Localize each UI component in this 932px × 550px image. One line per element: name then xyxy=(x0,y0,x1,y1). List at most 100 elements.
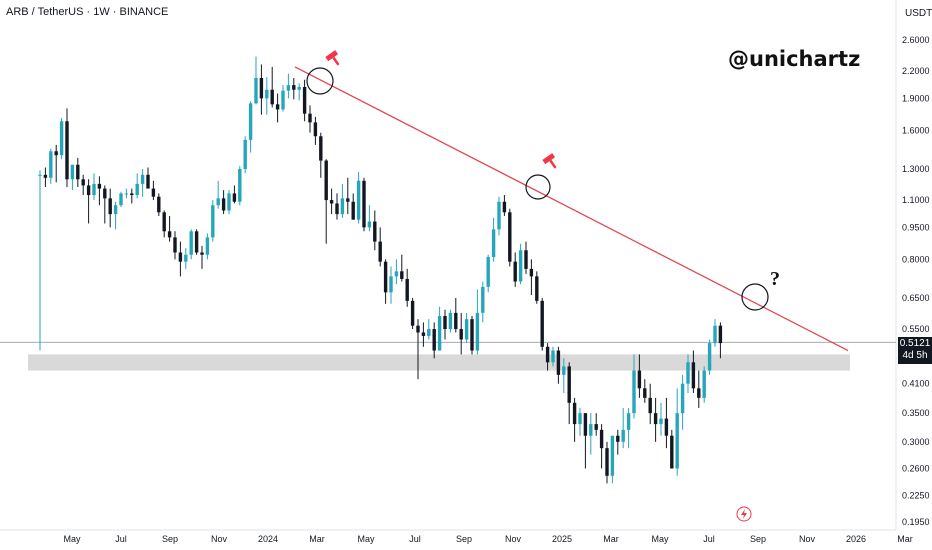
candle xyxy=(664,397,669,449)
candle-body xyxy=(529,268,534,277)
candle-body xyxy=(432,329,436,351)
candle xyxy=(113,201,118,230)
candle-body xyxy=(540,300,544,347)
candle-body xyxy=(686,362,690,384)
price-tick-label: 1.3000 xyxy=(902,164,930,174)
candle xyxy=(605,441,609,484)
candle-body xyxy=(659,418,663,425)
candle-body xyxy=(567,366,571,403)
time-tick-label: May xyxy=(63,534,81,544)
candle-body xyxy=(167,231,172,238)
candle xyxy=(491,217,496,262)
candle xyxy=(270,66,274,108)
candle xyxy=(151,180,156,201)
candle-body xyxy=(459,329,463,340)
candle-body xyxy=(297,86,301,90)
time-tick-label: May xyxy=(651,534,669,544)
candle xyxy=(243,136,247,174)
candle-body xyxy=(518,250,523,282)
candle-body xyxy=(535,276,539,301)
price-tick-label: 0.8000 xyxy=(902,254,930,264)
candle-body xyxy=(103,188,107,199)
candle-body xyxy=(378,241,382,262)
price-tick-label: 0.2600 xyxy=(902,463,930,473)
candle-body xyxy=(221,198,226,211)
candle-body xyxy=(653,413,658,425)
candle xyxy=(486,254,490,293)
candle xyxy=(281,85,285,112)
candle xyxy=(97,176,102,206)
candle-body xyxy=(502,201,507,213)
candle-body xyxy=(621,429,625,442)
candle xyxy=(697,370,701,408)
candle xyxy=(680,374,685,430)
candle xyxy=(599,424,604,469)
candle xyxy=(540,297,544,351)
candle xyxy=(545,343,550,371)
candle xyxy=(227,190,231,215)
trendline[interactable] xyxy=(294,66,849,352)
price-tick-label: 1.9000 xyxy=(902,93,930,103)
candle-body xyxy=(437,315,442,351)
price-tick-label: 2.2000 xyxy=(902,66,930,76)
candle-body xyxy=(205,237,210,255)
candle xyxy=(400,254,404,282)
candle-body xyxy=(475,312,480,351)
time-tick-label: 2025 xyxy=(552,534,572,544)
candle xyxy=(329,188,334,215)
time-axis: May Jul Sep Nov 2024 Mar May Jul Sep Nov 2025 Mar Ma… xyxy=(63,534,912,544)
top-marker-circle xyxy=(525,174,551,200)
candle-body xyxy=(189,231,193,255)
candle xyxy=(718,322,723,359)
candle xyxy=(130,188,134,204)
hammer-icon xyxy=(325,50,340,66)
countdown: 4d 5h xyxy=(902,350,928,361)
candle-body xyxy=(470,319,474,351)
candle xyxy=(184,248,188,269)
candle xyxy=(135,173,139,199)
candle-body xyxy=(416,325,420,333)
candles xyxy=(38,56,723,484)
candle xyxy=(653,397,658,442)
price-tick-label: 1.1000 xyxy=(902,195,930,205)
candle xyxy=(459,312,463,355)
candle xyxy=(556,346,561,384)
candle xyxy=(632,354,636,419)
candle-body xyxy=(670,435,674,469)
candle xyxy=(346,177,350,215)
candle-body xyxy=(243,139,247,169)
candle-body xyxy=(92,183,96,196)
candle xyxy=(416,319,420,380)
price-tick-label: 0.4100 xyxy=(902,379,930,389)
candle-body xyxy=(313,122,318,137)
candle xyxy=(254,56,258,105)
price-tick-label: 0.2250 xyxy=(902,490,930,500)
candle-body xyxy=(254,77,258,104)
candle xyxy=(702,366,706,403)
candle-body xyxy=(211,205,215,238)
candle-body xyxy=(38,174,42,176)
candle xyxy=(686,354,690,394)
candle xyxy=(659,402,663,436)
candle-body xyxy=(200,252,204,255)
time-tick-label: Sep xyxy=(456,534,472,544)
candle xyxy=(464,312,469,344)
candle-body xyxy=(664,418,669,436)
candle xyxy=(103,185,107,224)
currency-label[interactable]: USDT xyxy=(905,8,932,19)
candle xyxy=(81,174,85,196)
candle-body xyxy=(329,200,334,204)
candle-body xyxy=(713,325,717,344)
candle-body xyxy=(259,77,264,99)
candle xyxy=(167,215,172,242)
candle-body xyxy=(140,174,145,184)
candle-body xyxy=(70,164,75,180)
candle-body xyxy=(643,388,647,398)
candle-body xyxy=(81,179,85,186)
candle xyxy=(502,195,507,216)
candle-body xyxy=(675,413,679,469)
candle-body xyxy=(626,413,631,430)
candle xyxy=(524,241,528,274)
candle xyxy=(275,93,280,123)
